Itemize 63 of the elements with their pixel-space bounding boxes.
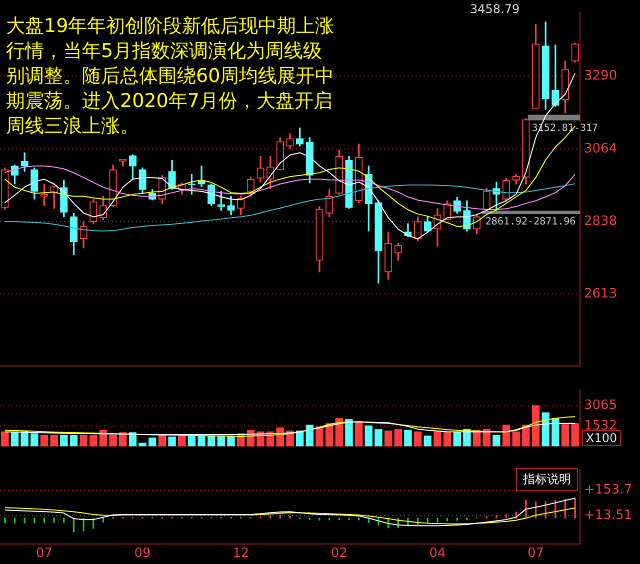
bar (364, 425, 372, 446)
bar (414, 432, 422, 446)
bar (424, 436, 432, 446)
bar (532, 405, 540, 446)
x-tick-label: 12 (232, 546, 250, 562)
bar (443, 432, 452, 446)
bar (404, 430, 412, 446)
bar (148, 438, 156, 446)
bar (20, 432, 28, 446)
y-tick-label: +13.51 (584, 508, 632, 524)
y-tick-label: +153.7 (584, 482, 632, 498)
bar (70, 434, 78, 446)
candlestick (552, 44, 560, 107)
bar (50, 434, 58, 446)
bar (40, 434, 48, 446)
y-axis-title: X100 (582, 430, 622, 446)
y-tick-label: 2838 (584, 214, 618, 230)
x-tick-label: 09 (134, 546, 151, 562)
bar (552, 418, 560, 446)
bar (30, 433, 38, 446)
bar (60, 434, 68, 446)
bar (227, 436, 235, 446)
y-tick-label: 3065 (584, 398, 618, 414)
bar (306, 424, 314, 446)
bar (217, 436, 226, 446)
bar (1, 432, 9, 446)
bar (10, 432, 19, 446)
annotation: 大盘19年年初创阶段新低后现中期上涨行情，当年5月指数深调演化为周线级别调整。随后总体围绕60周均线展开中期震荡。进入2020年7月份，大盘开启周线三浪上涨。 (6, 14, 336, 139)
bar (492, 434, 500, 446)
x-tick-label: 02 (330, 546, 348, 562)
bar (571, 423, 579, 446)
bar (542, 412, 550, 446)
bar (374, 429, 382, 446)
bar (384, 430, 392, 446)
bar (502, 424, 510, 446)
y-tick-label: 3290 (584, 68, 618, 84)
bar (208, 436, 216, 446)
bar (80, 434, 88, 446)
bar (109, 434, 117, 446)
bar (394, 429, 402, 446)
annotation: 3458.79 (470, 2, 520, 16)
bar (354, 420, 363, 446)
y-tick-label: 2613 (584, 286, 618, 302)
x-tick-label: 07 (36, 546, 53, 562)
bar (296, 430, 304, 446)
bar (316, 426, 324, 446)
bar (345, 419, 353, 446)
x-tick-label: 04 (429, 546, 446, 562)
x-tick-label: 07 (527, 546, 544, 562)
bar (522, 424, 530, 446)
bar (335, 418, 343, 446)
bar (434, 432, 442, 446)
bar (158, 434, 166, 446)
bar (512, 432, 520, 446)
bar (168, 436, 176, 446)
bar (90, 434, 98, 446)
bar (138, 442, 146, 446)
annotation: 指标说明 (516, 468, 578, 491)
band-label: 2861.92-2871.96 (485, 216, 576, 228)
bar (453, 432, 461, 446)
y-tick-label: 3064 (584, 141, 618, 156)
bar (561, 424, 570, 446)
bar (198, 436, 206, 446)
